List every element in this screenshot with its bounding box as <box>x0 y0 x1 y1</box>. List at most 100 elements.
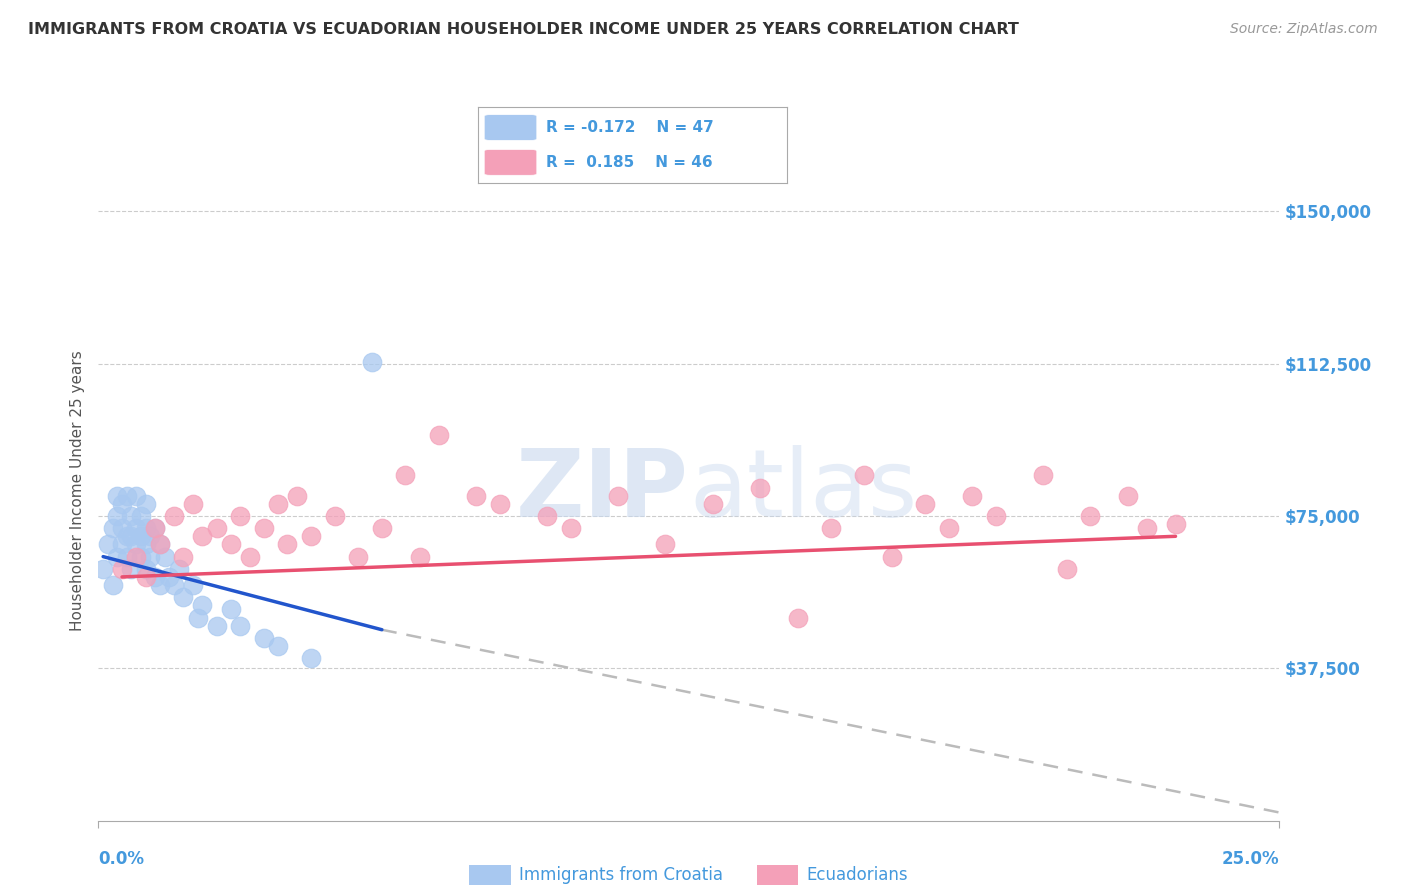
Text: R = -0.172    N = 47: R = -0.172 N = 47 <box>546 120 714 135</box>
Point <box>121 529 143 543</box>
Point <box>125 549 148 564</box>
Point <box>167 562 190 576</box>
Point <box>607 489 630 503</box>
Point <box>219 602 242 616</box>
Text: 0.0%: 0.0% <box>98 850 145 868</box>
Point <box>111 537 134 551</box>
FancyBboxPatch shape <box>484 114 537 140</box>
Y-axis label: Householder Income Under 25 years: Householder Income Under 25 years <box>70 351 86 631</box>
Point <box>267 639 290 653</box>
Point <box>135 521 157 535</box>
Point <box>115 489 138 503</box>
Point <box>347 549 370 564</box>
Point <box>938 521 960 535</box>
Point <box>1056 562 1078 576</box>
Point <box>285 489 308 503</box>
Point <box>1136 521 1159 535</box>
Text: 25.0%: 25.0% <box>1222 850 1279 868</box>
Point <box>323 508 346 523</box>
Point <box>299 651 322 665</box>
Point <box>748 481 770 495</box>
Point <box>105 508 128 523</box>
Point <box>139 549 162 564</box>
Point <box>253 631 276 645</box>
Point <box>1164 517 1187 532</box>
Point <box>786 610 808 624</box>
Text: Source: ZipAtlas.com: Source: ZipAtlas.com <box>1230 22 1378 37</box>
Point <box>427 427 450 442</box>
Point <box>181 578 204 592</box>
Point <box>97 537 120 551</box>
Point <box>129 508 152 523</box>
Point <box>143 570 166 584</box>
Point <box>149 537 172 551</box>
Point <box>205 521 228 535</box>
Point <box>91 562 114 576</box>
Point <box>536 508 558 523</box>
Point <box>465 489 488 503</box>
Text: IMMIGRANTS FROM CROATIA VS ECUADORIAN HOUSEHOLDER INCOME UNDER 25 YEARS CORRELAT: IMMIGRANTS FROM CROATIA VS ECUADORIAN HO… <box>28 22 1019 37</box>
Point <box>172 591 194 605</box>
Point <box>121 562 143 576</box>
Point <box>111 521 134 535</box>
Point <box>149 578 172 592</box>
Point <box>111 497 134 511</box>
Point <box>153 549 176 564</box>
Point <box>229 508 252 523</box>
Point <box>125 537 148 551</box>
Point <box>125 521 148 535</box>
Point <box>702 497 724 511</box>
Point <box>187 610 209 624</box>
Point <box>129 529 152 543</box>
Point <box>139 529 162 543</box>
Point <box>172 549 194 564</box>
Point <box>299 529 322 543</box>
Point <box>111 562 134 576</box>
Point <box>135 562 157 576</box>
Point <box>135 537 157 551</box>
Point <box>101 578 124 592</box>
Text: atlas: atlas <box>689 444 917 537</box>
Point <box>219 537 242 551</box>
Text: ZIP: ZIP <box>516 444 689 537</box>
Point <box>191 529 214 543</box>
Point <box>394 468 416 483</box>
Point <box>181 497 204 511</box>
Point <box>105 489 128 503</box>
Point <box>276 537 298 551</box>
Point <box>191 599 214 613</box>
Point <box>1080 508 1102 523</box>
Point <box>852 468 875 483</box>
Point <box>121 508 143 523</box>
Point <box>163 508 186 523</box>
Text: R =  0.185    N = 46: R = 0.185 N = 46 <box>546 155 713 169</box>
Point <box>129 549 152 564</box>
Point <box>560 521 582 535</box>
Point <box>163 578 186 592</box>
Point <box>143 521 166 535</box>
Point <box>105 549 128 564</box>
Point <box>984 508 1007 523</box>
Point <box>135 570 157 584</box>
Point <box>914 497 936 511</box>
Point <box>654 537 676 551</box>
Point <box>239 549 262 564</box>
Point <box>962 489 984 503</box>
Point <box>361 354 384 368</box>
Point <box>143 521 166 535</box>
Legend: Immigrants from Croatia, Ecuadorians: Immigrants from Croatia, Ecuadorians <box>463 858 915 891</box>
Point <box>820 521 842 535</box>
Point <box>125 489 148 503</box>
FancyBboxPatch shape <box>484 150 537 175</box>
Point <box>253 521 276 535</box>
Point <box>267 497 290 511</box>
Point <box>205 618 228 632</box>
Point <box>157 570 180 584</box>
Point <box>1116 489 1139 503</box>
Point <box>880 549 903 564</box>
Point <box>229 618 252 632</box>
Point <box>115 549 138 564</box>
Point <box>115 529 138 543</box>
Point <box>149 537 172 551</box>
Point <box>489 497 512 511</box>
